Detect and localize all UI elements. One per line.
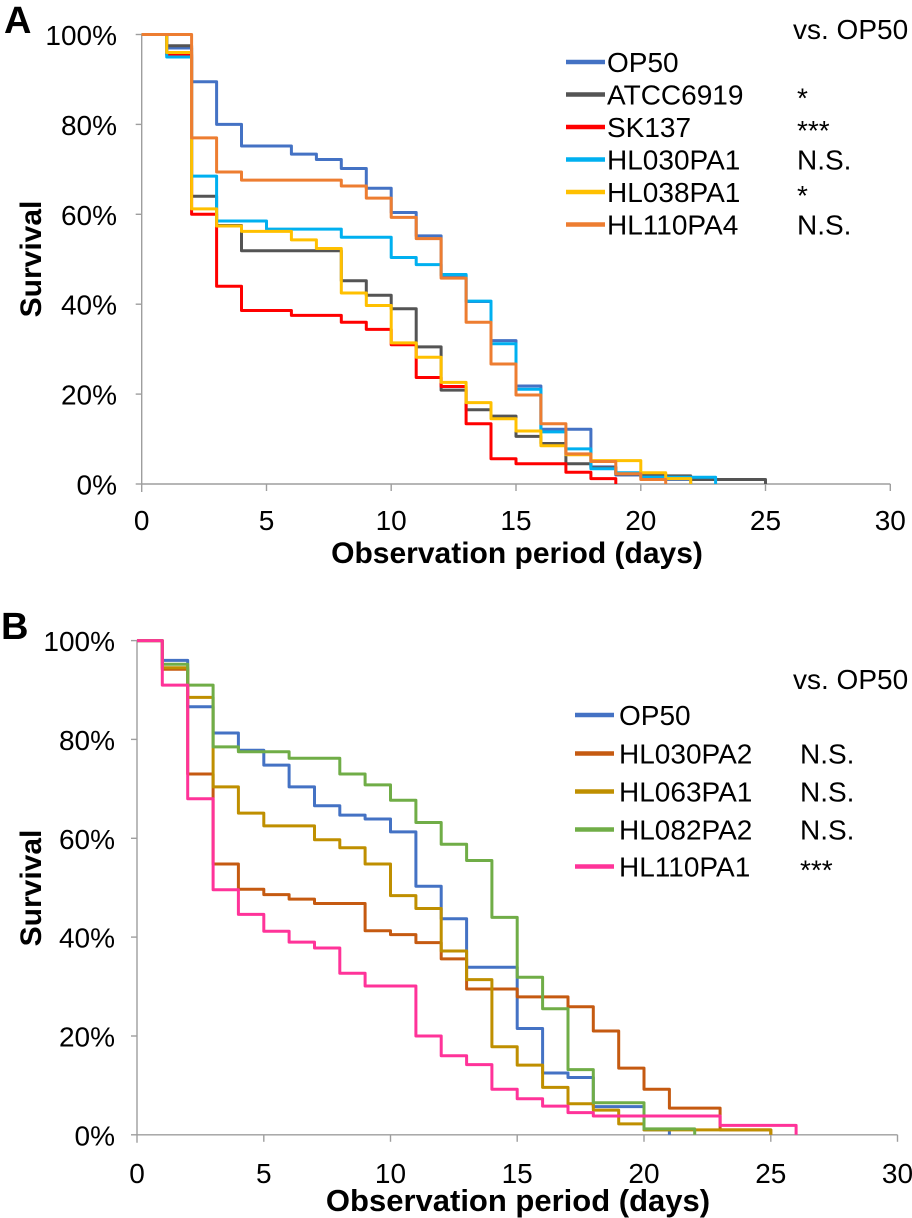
svg-text:80%: 80% (59, 725, 115, 756)
svg-text:HL110PA4: HL110PA4 (607, 210, 738, 241)
svg-text:OP50: OP50 (619, 700, 691, 731)
svg-text:30: 30 (882, 1158, 912, 1189)
svg-text:40%: 40% (59, 923, 115, 954)
svg-text:N.S.: N.S. (800, 777, 854, 808)
svg-text:20: 20 (625, 505, 656, 536)
svg-text:HL030PA1: HL030PA1 (607, 145, 740, 176)
svg-text:0: 0 (134, 505, 150, 536)
svg-text:A: A (4, 0, 31, 42)
svg-text:20%: 20% (61, 380, 117, 411)
svg-text:N.S.: N.S. (800, 815, 854, 846)
svg-text:ATCC6919: ATCC6919 (607, 80, 743, 111)
svg-text:20%: 20% (59, 1022, 115, 1053)
svg-text:HL110PA1: HL110PA1 (619, 852, 750, 883)
svg-text:*: * (797, 180, 808, 211)
svg-text:***: *** (797, 115, 830, 146)
svg-text:100%: 100% (45, 20, 117, 51)
svg-text:N.S.: N.S. (797, 145, 851, 176)
svg-text:60%: 60% (59, 824, 115, 855)
svg-text:15: 15 (502, 1158, 533, 1189)
svg-text:vs. OP50: vs. OP50 (793, 664, 908, 695)
svg-text:10: 10 (375, 1158, 406, 1189)
svg-text:Observation period (days): Observation period (days) (326, 1183, 710, 1218)
svg-text:0: 0 (129, 1158, 145, 1189)
svg-text:SK137: SK137 (607, 112, 691, 143)
svg-text:HL038PA1: HL038PA1 (607, 177, 740, 208)
svg-text:*: * (797, 83, 808, 114)
svg-text:Survival: Survival (15, 830, 48, 947)
svg-text:80%: 80% (61, 110, 117, 141)
svg-text:60%: 60% (61, 200, 117, 231)
svg-text:0%: 0% (75, 1120, 115, 1151)
svg-text:Observation period (days): Observation period (days) (331, 537, 703, 570)
svg-text:25: 25 (755, 1158, 786, 1189)
svg-text:40%: 40% (61, 290, 117, 321)
svg-text:HL063PA1: HL063PA1 (619, 777, 752, 808)
svg-text:10: 10 (376, 505, 407, 536)
svg-text:25: 25 (750, 505, 781, 536)
svg-text:5: 5 (259, 505, 275, 536)
svg-text:N.S.: N.S. (800, 739, 854, 770)
svg-text:Survival: Survival (15, 201, 48, 318)
svg-text:HL030PA2: HL030PA2 (619, 739, 752, 770)
svg-text:0%: 0% (77, 470, 117, 501)
svg-text:20: 20 (628, 1158, 659, 1189)
svg-text:30: 30 (875, 505, 906, 536)
svg-text:15: 15 (500, 505, 531, 536)
svg-text:B: B (1, 606, 28, 648)
svg-text:100%: 100% (43, 626, 115, 657)
svg-text:OP50: OP50 (607, 47, 679, 78)
svg-text:***: *** (800, 855, 833, 886)
svg-text:5: 5 (256, 1158, 272, 1189)
svg-text:N.S.: N.S. (797, 210, 851, 241)
svg-text:HL082PA2: HL082PA2 (619, 815, 752, 846)
svg-text:vs. OP50: vs. OP50 (793, 14, 908, 45)
